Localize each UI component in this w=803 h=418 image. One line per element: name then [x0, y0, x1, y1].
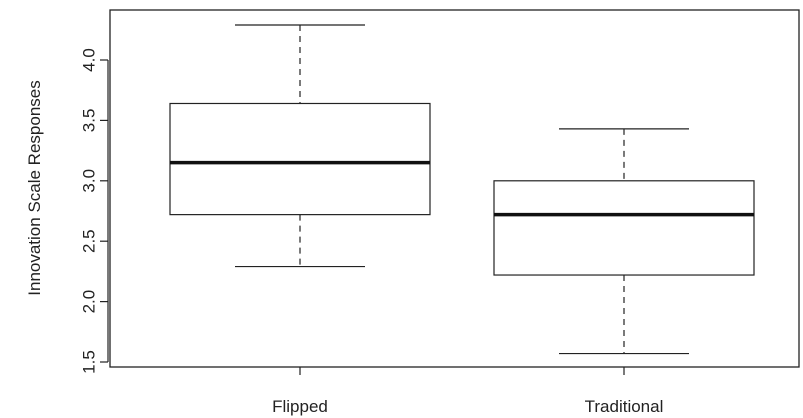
box-traditional	[493, 128, 755, 355]
y-tick-label: 2.5	[80, 229, 99, 253]
y-tick-label: 3.5	[80, 109, 99, 133]
plot-frame	[109, 9, 800, 368]
y-tick-label: 4.0	[80, 48, 99, 72]
y-tick-label: 2.0	[80, 290, 99, 314]
x-tick-label: Traditional	[585, 397, 664, 416]
x-tick-label: Flipped	[272, 397, 328, 416]
box-flipped	[169, 24, 431, 268]
y-tick-label: 3.0	[80, 169, 99, 193]
box-iqr	[169, 102, 431, 216]
y-axis-label: Innovation Scale Responses	[25, 80, 44, 295]
boxes	[169, 24, 755, 355]
x-axis: Flipped Traditional	[272, 367, 663, 416]
y-axis: 1.5 2.0 2.5 3.0 3.5 4.0	[80, 48, 109, 374]
box-iqr	[493, 180, 755, 276]
y-tick-label: 1.5	[80, 350, 99, 374]
